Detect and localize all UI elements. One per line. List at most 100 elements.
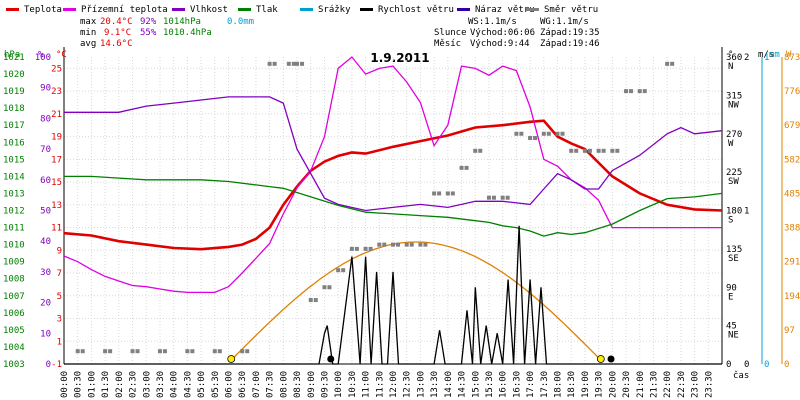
wind-direction-point [349, 246, 354, 251]
wind-direction-point [560, 131, 565, 136]
tick-label-ms: 0 [744, 360, 749, 370]
sunset-time: Západ:19:35 [540, 28, 600, 38]
avg-temp: 14.6°C [100, 39, 133, 49]
tick-label-degc: 25 [51, 64, 62, 74]
wind-direction-point [363, 246, 368, 251]
wind-direction-point [423, 242, 428, 247]
tick-label-hpa: 1021 [3, 53, 25, 63]
wind-direction-point [418, 242, 423, 247]
tick-label-time: 23:00 [691, 371, 701, 398]
tick-label-hpa: 1014 [3, 172, 25, 182]
tick-label-time: 05:30 [211, 371, 221, 398]
tick-label-degc: 3 [57, 315, 62, 325]
tick-label-dir: 135 [726, 245, 742, 255]
tick-label-time: 13:30 [430, 371, 440, 398]
tick-label-w: 194 [784, 292, 800, 302]
tick-label-time: 17:00 [526, 371, 536, 398]
min-humidity: 55% [140, 28, 157, 38]
max-humidity: 92% [140, 17, 157, 27]
tick-label-w: 873 [784, 53, 800, 63]
tick-label-w: 679 [784, 121, 800, 131]
tick-label-time: 21:00 [636, 371, 646, 398]
legend: Teplota Přízemní teplota Vlhkost Tlak Srážky… [6, 5, 598, 15]
tick-label-w: 776 [784, 87, 800, 97]
tick-label-time: 12:30 [403, 371, 413, 398]
wind-direction-point [354, 246, 359, 251]
wind-direction-point [500, 195, 505, 200]
legend-label: Vlhkost [190, 5, 228, 15]
wind-direction-point [404, 242, 409, 247]
axis-unit-degc: °C [56, 50, 67, 60]
axis-unit-deg: ° [728, 50, 733, 60]
wind-direction-point [75, 349, 80, 354]
tick-label-time: 20:00 [608, 371, 618, 398]
wind-direction-point [546, 131, 551, 136]
chart-title: 1.9.2011 [370, 51, 429, 65]
tick-label-dir-name: W [728, 139, 734, 149]
tick-label-pct: 0 [46, 360, 51, 370]
tick-label-pct: 20 [40, 299, 51, 309]
tick-label-degc: 5 [57, 292, 62, 302]
tick-label-time: 10:00 [334, 371, 344, 398]
tick-label-hpa: 1020 [3, 70, 25, 80]
wind-direction-point [322, 285, 327, 290]
wind-direction-point [336, 268, 341, 273]
x-axis-unit: čas [733, 370, 749, 381]
wind-direction-point [610, 148, 615, 153]
wind-direction-point [341, 268, 346, 273]
wind-direction-point [514, 131, 519, 136]
axis-unit-w: W [786, 50, 792, 60]
wind-direction-point [505, 195, 510, 200]
tick-label-time: 11:30 [375, 371, 385, 398]
tick-label-time: 10:30 [348, 371, 358, 398]
tick-label-ms: 1 [744, 207, 749, 217]
wind-direction-point [108, 349, 113, 354]
wind-direction-point [409, 242, 414, 247]
tick-label-time: 02:00 [115, 371, 125, 398]
tick-label-dir: 360 [726, 53, 742, 63]
wind-speed: WS:1.1m/s [468, 17, 517, 27]
tick-label-time: 16:30 [512, 371, 522, 398]
tick-label-degc: 11 [51, 224, 62, 234]
tick-label-pct: 10 [40, 329, 51, 339]
wind-direction-point [486, 195, 491, 200]
wind-direction-point [541, 131, 546, 136]
tick-label-time: 07:30 [266, 371, 276, 398]
wind-direction-point [313, 298, 318, 303]
tick-label-hpa: 1016 [3, 138, 25, 148]
axis-unit-ms: m/s [758, 50, 774, 60]
legend-label: Přízemní teplota [81, 5, 168, 15]
wind-direction-point [459, 165, 464, 170]
wind-direction-point [519, 131, 524, 136]
wind-direction-point [308, 298, 313, 303]
legend-swatch [360, 8, 373, 11]
axis-unit-hpa: hPa [4, 50, 20, 60]
wind-direction-point [157, 349, 162, 354]
min-temp: 9.1°C [104, 28, 131, 38]
wind-direction-point [162, 349, 167, 354]
wind-direction-point [432, 191, 437, 196]
tick-label-hpa: 1011 [3, 224, 25, 234]
tick-label-w: 291 [784, 258, 800, 268]
series-line [64, 96, 723, 212]
tick-label-dir: 225 [726, 168, 742, 178]
tick-label-hpa: 1004 [3, 343, 25, 353]
tick-label-hpa: 1010 [3, 241, 25, 251]
wind-direction-point [642, 89, 647, 94]
wind-direction-point [533, 136, 538, 141]
tick-label-dir: 270 [726, 130, 742, 140]
tick-label-time: 01:00 [87, 371, 97, 398]
tick-label-degc: 7 [57, 269, 62, 279]
wind-direction-point [240, 349, 245, 354]
sunrise-time: Východ:06:06 [470, 28, 535, 38]
tick-label-time: 09:00 [307, 371, 317, 398]
wind-direction-point [286, 61, 291, 66]
wind-direction-point [473, 148, 478, 153]
tick-label-dir: 45 [726, 322, 737, 332]
wind-direction-point [103, 349, 108, 354]
tick-label-degc: 19 [51, 133, 62, 143]
tick-label-degc: -1 [51, 360, 62, 370]
wind-direction-point [582, 148, 587, 153]
tick-label-dir: 90 [726, 283, 737, 293]
tick-label-dir-name: NE [728, 331, 739, 341]
